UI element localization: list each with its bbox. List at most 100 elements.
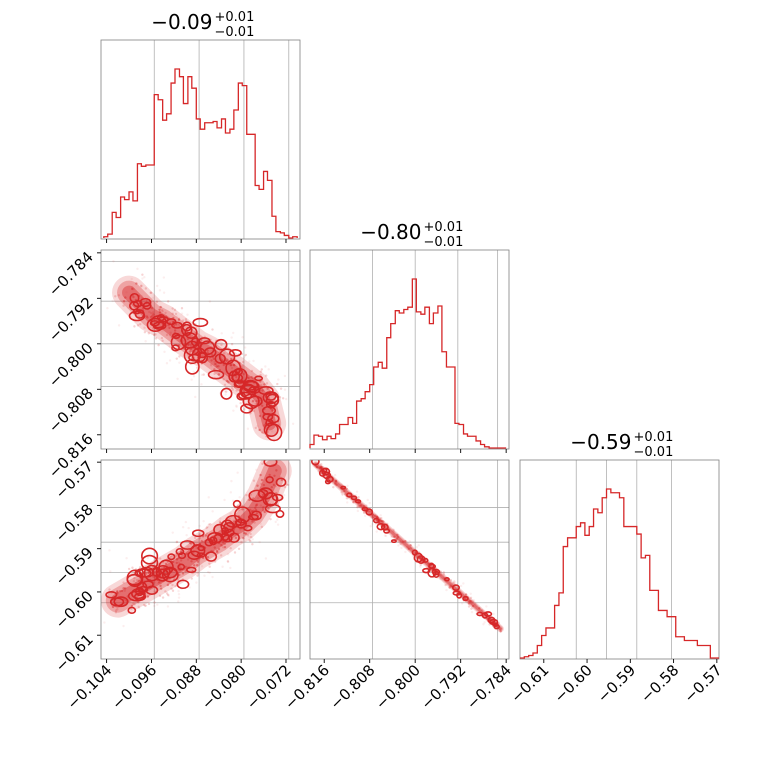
sample-point xyxy=(453,580,456,583)
sample-point xyxy=(200,373,204,377)
sample-point xyxy=(200,383,203,386)
sample-point xyxy=(136,600,140,604)
sample-point xyxy=(195,581,198,584)
sample-point xyxy=(160,336,164,340)
sample-point xyxy=(282,493,286,497)
contour-line xyxy=(142,301,152,310)
sample-point xyxy=(146,556,150,559)
contour-line xyxy=(234,519,246,527)
sample-point xyxy=(281,397,285,400)
contour-level xyxy=(313,461,503,632)
sample-point xyxy=(264,365,267,368)
x-tick-label: −0.57 xyxy=(680,661,725,706)
sample-point xyxy=(225,379,228,382)
sample-point xyxy=(482,623,485,626)
sample-point xyxy=(404,539,407,543)
contour-line xyxy=(416,555,426,564)
sample-point xyxy=(243,355,246,358)
sample-point xyxy=(175,357,178,360)
sample-point xyxy=(379,514,382,517)
sample-point xyxy=(159,581,162,585)
contour-line xyxy=(264,503,281,514)
y-tick-label: −0.61 xyxy=(52,630,97,675)
sample-point xyxy=(239,402,242,405)
sample-point xyxy=(146,595,150,598)
sample-point xyxy=(169,331,172,334)
sample-point xyxy=(319,466,323,469)
title-lower-err: −0.01 xyxy=(424,235,464,250)
sample-point xyxy=(103,621,106,624)
sample-point xyxy=(449,578,453,582)
contour-line xyxy=(462,595,469,602)
sample-point xyxy=(218,520,222,523)
sample-point xyxy=(145,315,148,318)
sample-point xyxy=(252,377,255,380)
sample-point xyxy=(260,395,263,398)
sample-point xyxy=(241,360,245,364)
contour-line xyxy=(390,539,397,544)
contour-line xyxy=(483,611,493,617)
sample-point xyxy=(368,501,371,505)
sample-point xyxy=(157,343,160,347)
sample-point xyxy=(161,330,164,333)
sample-point xyxy=(122,304,125,307)
sample-point xyxy=(187,343,190,346)
sample-point xyxy=(213,546,216,549)
sample-point xyxy=(119,589,122,593)
sample-point xyxy=(475,604,478,607)
sample-point xyxy=(109,570,112,573)
sample-point xyxy=(334,481,337,484)
sample-point xyxy=(229,512,232,515)
sample-point xyxy=(338,482,341,485)
sample-point xyxy=(273,474,276,478)
sample-point xyxy=(256,424,259,428)
sample-point xyxy=(380,516,383,520)
sample-point xyxy=(251,538,254,541)
contour-line xyxy=(167,553,176,561)
sample-point xyxy=(221,565,224,568)
sample-point xyxy=(267,457,269,459)
sample-point xyxy=(357,495,360,499)
contour-line xyxy=(234,379,245,388)
sample-point xyxy=(200,354,204,357)
title-value: −0.80 xyxy=(360,220,421,244)
sample-point xyxy=(264,557,268,560)
sample-point xyxy=(234,534,237,537)
sample-point xyxy=(355,490,359,493)
sample-point xyxy=(439,573,442,577)
sample-point xyxy=(193,330,196,334)
sample-point xyxy=(344,493,347,496)
sample-point xyxy=(241,504,244,507)
contour-line xyxy=(243,524,253,532)
sample-point xyxy=(415,546,419,549)
sample-point xyxy=(374,513,378,517)
sample-point xyxy=(263,510,266,514)
x-tick-label: −0.096 xyxy=(108,661,160,713)
sample-point xyxy=(220,343,223,347)
sample-point xyxy=(244,532,248,535)
sample-point xyxy=(219,554,223,557)
contour-line xyxy=(265,393,280,407)
sample-point xyxy=(123,589,127,592)
contour-line xyxy=(240,403,254,414)
sample-point xyxy=(269,517,272,521)
contour-line xyxy=(199,340,216,356)
sample-point xyxy=(159,305,162,309)
sample-point xyxy=(149,291,152,294)
panel-frame xyxy=(309,249,510,450)
sample-point xyxy=(190,560,193,563)
sample-point xyxy=(307,469,309,471)
sample-point xyxy=(159,311,162,315)
sample-point xyxy=(122,299,126,303)
sample-point xyxy=(249,539,252,543)
sample-point xyxy=(168,326,171,330)
sample-point xyxy=(223,390,226,393)
x-tick-label: −0.792 xyxy=(418,661,470,713)
sample-point xyxy=(256,484,259,487)
panel-frame xyxy=(519,459,720,660)
sample-point xyxy=(164,562,168,566)
sample-point xyxy=(459,584,463,588)
contour-line xyxy=(175,547,185,556)
sample-point xyxy=(229,491,233,494)
sample-point xyxy=(197,558,201,561)
